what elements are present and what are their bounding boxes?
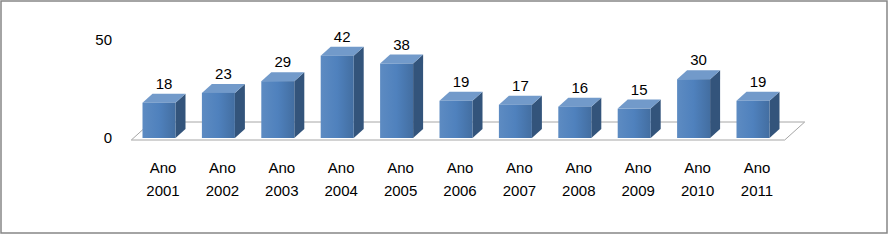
bar-front — [380, 64, 413, 138]
x-tick-line: Ano — [565, 159, 592, 176]
x-tick-line: Ano — [447, 159, 474, 176]
x-tick-line: Ano — [684, 159, 711, 176]
bar-side — [235, 84, 245, 138]
bar-front — [202, 93, 235, 138]
data-label: 18 — [156, 75, 173, 92]
x-tick-label: Ano 2008 — [562, 159, 595, 199]
x-tick-label: Ano 2011 — [741, 159, 773, 199]
data-label: 29 — [274, 53, 291, 70]
bar-front — [558, 107, 591, 138]
chart: 0501823294238191716153019Ano2001Ano2002A… — [0, 0, 889, 235]
x-tick-label: Ano 2001 — [146, 159, 179, 199]
bar — [737, 92, 780, 138]
x-tick-line: 2005 — [384, 182, 417, 199]
bar-top — [261, 72, 304, 81]
data-label: 17 — [512, 77, 529, 94]
x-tick-line: 2004 — [325, 182, 358, 199]
bar-side — [413, 55, 423, 138]
bar — [677, 70, 720, 138]
bar — [618, 100, 661, 138]
x-tick-line: Ano — [209, 159, 236, 176]
bar-top — [677, 70, 720, 79]
bar-side — [710, 70, 720, 138]
x-tick-line: 2002 — [206, 182, 239, 199]
chart-frame — [1, 1, 887, 233]
bar-top — [202, 84, 245, 93]
y-tick-label: 50 — [95, 31, 112, 48]
data-labels: 18 23 29 42 38 19 17 16 15 30 19 — [156, 28, 767, 98]
x-tick-label: Ano 2004 — [325, 159, 358, 199]
data-label: 19 — [750, 73, 767, 90]
bar-front — [143, 103, 176, 138]
bar-top — [440, 92, 483, 101]
data-label: 23 — [215, 65, 232, 82]
x-tick-line: 2010 — [681, 182, 714, 199]
data-label: 42 — [334, 28, 351, 45]
bar — [202, 84, 245, 138]
bar — [440, 92, 483, 138]
bar-front — [677, 79, 710, 138]
x-tick-line: Ano — [387, 159, 414, 176]
bar — [558, 98, 601, 138]
x-tick-line: Ano — [625, 159, 652, 176]
x-tick-line: 2011 — [741, 182, 773, 199]
data-label: 16 — [571, 79, 588, 96]
x-tick-line: 2003 — [265, 182, 298, 199]
bar-top — [499, 96, 542, 105]
x-tick-label: Ano 2007 — [503, 159, 536, 199]
bar — [380, 55, 423, 138]
x-tick-label: Ano 2005 — [384, 159, 417, 199]
bar-top — [321, 47, 364, 56]
bar-top — [143, 94, 186, 103]
x-tick-line: Ano — [150, 159, 177, 176]
x-tick-label: Ano 2006 — [443, 159, 476, 199]
bar-front — [499, 105, 532, 138]
y-tick-label: 0 — [104, 129, 112, 146]
x-tick-line: Ano — [268, 159, 295, 176]
bar-top — [558, 98, 601, 107]
bar-front — [618, 109, 651, 138]
x-tick-line: 2006 — [443, 182, 476, 199]
x-tick-line: Ano — [328, 159, 355, 176]
bar-front — [321, 56, 354, 138]
bars — [143, 47, 780, 138]
data-label: 30 — [690, 51, 707, 68]
bar-side — [354, 47, 364, 138]
data-label: 15 — [631, 81, 648, 98]
data-label: 19 — [453, 73, 470, 90]
x-tick-line: Ano — [506, 159, 533, 176]
bar — [499, 96, 542, 138]
x-tick-line: 2001 — [146, 182, 179, 199]
x-tick-label: Ano 2002 — [206, 159, 239, 199]
x-tick-label: Ano 2009 — [622, 159, 655, 199]
bar-front — [440, 101, 473, 138]
bar-side — [294, 72, 304, 138]
x-tick-line: Ano — [744, 159, 771, 176]
bar-top — [380, 55, 423, 64]
x-tick-label: Ano 2003 — [265, 159, 298, 199]
bar — [261, 72, 304, 138]
data-label: 38 — [393, 36, 410, 53]
bar-front — [261, 81, 294, 138]
bar — [143, 94, 186, 138]
x-tick-label: Ano 2010 — [681, 159, 714, 199]
x-tick-line: 2007 — [503, 182, 536, 199]
bar-top — [737, 92, 780, 101]
bar-front — [737, 101, 770, 138]
x-tick-line: 2008 — [562, 182, 595, 199]
bar-top — [618, 100, 661, 109]
bar — [321, 47, 364, 138]
x-tick-line: 2009 — [622, 182, 655, 199]
